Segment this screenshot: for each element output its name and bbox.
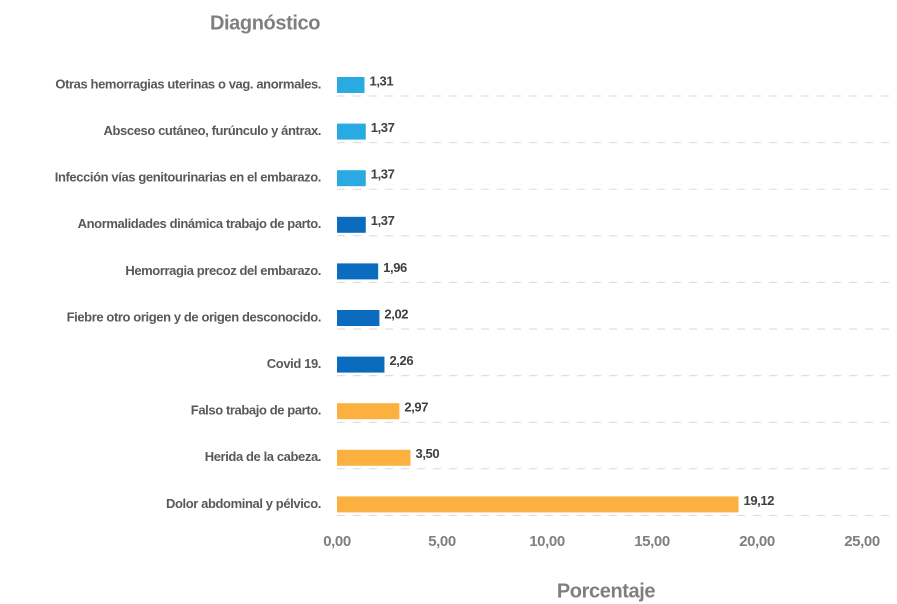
data-label: 1,37 xyxy=(371,213,395,228)
chart-title: Diagnóstico xyxy=(210,12,320,34)
bar xyxy=(337,123,366,140)
data-label: 1,31 xyxy=(370,73,394,88)
x-tick-label: 5,00 xyxy=(428,533,456,550)
x-tick-label: 25,00 xyxy=(844,533,880,550)
data-label: 2,02 xyxy=(384,306,408,321)
y-tick-label: Covid 19. xyxy=(267,356,321,371)
data-label: 1,96 xyxy=(383,260,407,275)
y-tick-label: Herida de la cabeza. xyxy=(205,449,321,464)
bar xyxy=(337,263,379,280)
data-label: 2,97 xyxy=(404,400,428,415)
bar xyxy=(337,216,366,233)
bar xyxy=(337,77,365,93)
y-tick-label: Absceso cutáneo, furúnculo y ántrax. xyxy=(104,123,322,138)
x-tick-label: 15,00 xyxy=(634,533,670,550)
y-tick-label: Infección vías genitourinarias en el emb… xyxy=(55,170,321,185)
bar xyxy=(337,170,366,187)
x-tick-label: 20,00 xyxy=(739,533,775,550)
y-tick-label: Otras hemorragias uterinas o vag. anorma… xyxy=(55,76,321,91)
x-axis-label: Porcentaje xyxy=(557,580,656,602)
data-label: 2,26 xyxy=(389,353,413,368)
bar xyxy=(337,356,385,373)
y-tick-label: Dolor abdominal y pélvico. xyxy=(166,496,321,511)
y-tick-label: Fiebre otro origen y de origen desconoci… xyxy=(67,309,321,324)
bar xyxy=(337,496,739,513)
bar xyxy=(337,449,411,466)
data-label: 19,12 xyxy=(744,493,775,508)
data-label: 1,37 xyxy=(371,167,395,182)
y-tick-label: Anormalidades dinámica trabajo de parto. xyxy=(78,216,321,231)
x-tick-label: 0,00 xyxy=(323,533,351,550)
data-label: 3,50 xyxy=(416,446,440,461)
bar xyxy=(337,403,400,420)
bar xyxy=(337,310,380,326)
x-tick-label: 10,00 xyxy=(529,533,565,550)
y-tick-label: Hemorragia precoz del embarazo. xyxy=(125,263,321,278)
y-tick-label: Falso trabajo de parto. xyxy=(191,403,321,418)
data-label: 1,37 xyxy=(371,120,395,135)
